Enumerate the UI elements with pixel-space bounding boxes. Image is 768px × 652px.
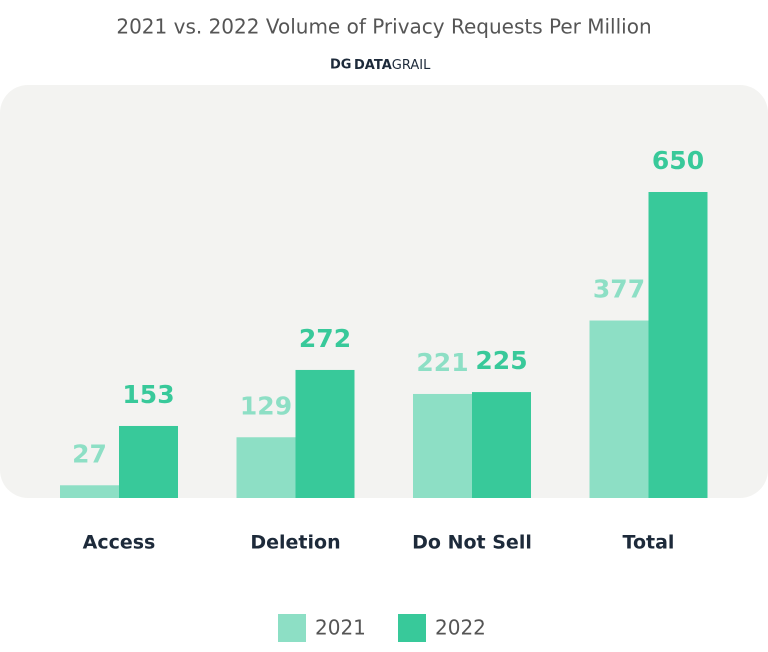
- x-tick-label: Do Not Sell: [412, 532, 532, 554]
- value-label: 129: [240, 391, 292, 420]
- x-tick-label: Total: [623, 532, 675, 554]
- bar: [295, 369, 355, 498]
- bar: [413, 393, 472, 498]
- bar: [60, 485, 119, 498]
- plot-panel: [0, 85, 768, 498]
- legend-swatch: [398, 614, 426, 642]
- value-label: 377: [593, 275, 645, 304]
- x-tick-label: Deletion: [250, 532, 340, 554]
- value-label: 27: [72, 439, 107, 468]
- value-label: 225: [475, 346, 527, 375]
- bar: [236, 437, 296, 498]
- chart-title: 2021 vs. 2022 Volume of Privacy Requests…: [116, 15, 651, 39]
- legend-label: 2022: [435, 616, 486, 640]
- legend-swatch: [278, 614, 306, 642]
- logo-text: DATAGRAIL: [354, 58, 431, 73]
- logo-rest: GRAIL: [392, 58, 431, 73]
- value-label: 153: [122, 380, 174, 409]
- value-label: 650: [652, 146, 704, 175]
- bar: [472, 392, 531, 498]
- bar: [119, 425, 178, 498]
- value-label: 221: [416, 348, 468, 377]
- logo-bold: DATA: [354, 58, 392, 73]
- x-tick-label: Access: [83, 532, 156, 554]
- value-label: 272: [299, 324, 351, 353]
- legend-label: 2021: [315, 616, 366, 640]
- bar: [589, 320, 649, 498]
- bar: [648, 192, 708, 498]
- logo-mark: DG: [330, 58, 351, 73]
